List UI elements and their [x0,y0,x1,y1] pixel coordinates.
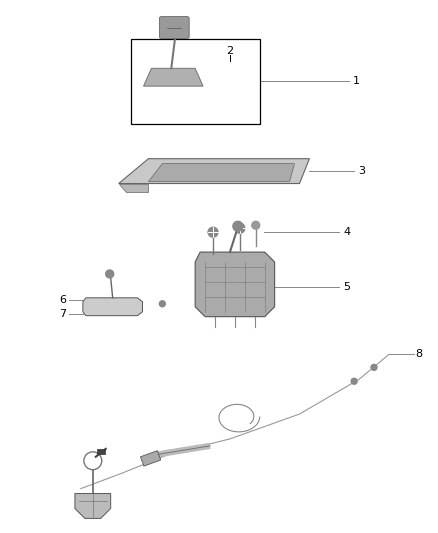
Polygon shape [83,298,142,316]
Circle shape [235,223,245,233]
Bar [97,449,105,454]
Text: 5: 5 [343,282,350,292]
Text: 6: 6 [59,295,66,305]
Polygon shape [119,159,309,183]
Text: 8: 8 [416,350,423,359]
Text: 3: 3 [358,166,365,175]
Polygon shape [144,68,203,86]
Bar [131,39,260,124]
Polygon shape [75,494,111,519]
Circle shape [159,301,165,307]
Circle shape [208,227,218,237]
Bar [141,451,161,466]
Polygon shape [148,164,294,182]
FancyBboxPatch shape [159,17,189,38]
Circle shape [351,378,357,384]
Circle shape [371,365,377,370]
Circle shape [106,270,114,278]
Circle shape [252,221,260,229]
Text: 1: 1 [353,76,360,86]
Text: 7: 7 [59,309,66,319]
Text: 2: 2 [226,46,233,56]
Circle shape [233,221,243,231]
Text: 4: 4 [343,227,350,237]
Polygon shape [195,252,275,317]
Polygon shape [119,183,148,192]
